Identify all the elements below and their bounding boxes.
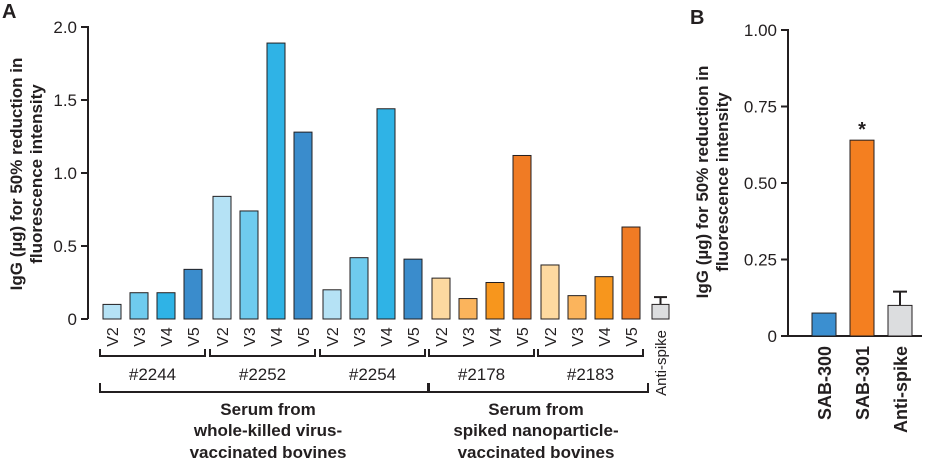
panel-b-y-tick-label: 0: [768, 327, 777, 346]
group-bracket: [428, 349, 535, 357]
x-label-v2: V2: [434, 327, 451, 347]
panel-a-x-labels: V2 V3 V4 V5 V2 V3 V4 V5 V2 V3 V4 V5 V2 V3 V4 V5 V2 V3 V4 V5…: [105, 327, 670, 396]
group-bracket: [99, 349, 206, 357]
significance-star: *: [858, 119, 866, 141]
panel-b-y-tick-label: 0.25: [744, 251, 777, 270]
supergroup-2-line3: vaccinated bovines: [458, 443, 615, 462]
bar-2254-v2: [322, 289, 342, 320]
x-label-sab-300: SAB-300: [815, 346, 835, 420]
bar-2178-v4: [485, 282, 505, 320]
group-bracket: [537, 349, 644, 357]
panel-a-label: A: [2, 1, 16, 23]
panel-b-label: B: [690, 7, 704, 29]
bar-2178-v2: [431, 277, 451, 320]
supergroup-2-line1: Serum from: [488, 400, 583, 419]
bar-2244-v2: [102, 303, 122, 320]
x-label-v3: V3: [461, 327, 478, 347]
bar-2244-v3: [129, 292, 149, 320]
supergroup-2-line2: spiked nanoparticle-: [453, 421, 618, 440]
panel-b-y-tick-label: 0.50: [744, 174, 777, 193]
panel-b-bars: *: [811, 119, 913, 337]
x-label-v2: V2: [325, 327, 342, 347]
panel-b-x-labels: SAB-300 SAB-301 Anti-spike: [815, 346, 911, 433]
x-label-v4: V4: [597, 327, 614, 347]
bar-2183-v2: [540, 264, 560, 320]
x-label-v3: V3: [570, 327, 587, 347]
panel-a-bars: [102, 42, 670, 320]
bar-2252-v3: [239, 210, 259, 320]
x-label-v5: V5: [515, 327, 532, 347]
panel-b-y-tick-label: 1.00: [744, 21, 777, 40]
bar-sab-301: [849, 139, 875, 337]
bar-2254-v4: [376, 108, 396, 320]
panel-a-y-tick-label: 0.5: [53, 237, 77, 256]
x-label-v4: V4: [159, 327, 176, 347]
panel-a-y-tick-label: 0: [68, 310, 77, 329]
x-label-v4: V4: [488, 327, 505, 347]
bar-2244-v4: [156, 292, 176, 320]
bar-2183-v3: [567, 295, 587, 320]
x-label-v5: V5: [296, 327, 313, 347]
supergroup-bracket-1: [99, 383, 429, 393]
x-label-sab-301: SAB-301: [853, 346, 873, 420]
bar-2252-v5: [293, 131, 313, 320]
x-label-v4: V4: [379, 327, 396, 347]
panel-a-y-tick-label: 1.0: [53, 164, 77, 183]
panel-b-y-tick-label: 0.75: [744, 98, 777, 117]
x-label-v2: V2: [543, 327, 560, 347]
x-label-v3: V3: [242, 327, 259, 347]
x-label-anti-spike: Anti-spike: [653, 330, 670, 396]
x-label-v3: V3: [352, 327, 369, 347]
x-label-v5: V5: [624, 327, 641, 347]
bar-2252-v4: [266, 42, 286, 320]
group-label: #2254: [349, 365, 396, 384]
bar-2183-v5: [621, 226, 641, 320]
supergroup-1-line1: Serum from: [220, 400, 315, 419]
panel-a-y-tick-label: 1.5: [53, 91, 77, 110]
x-label-v2: V2: [215, 327, 232, 347]
panel-a-y-axis: 0 0.5 1.0 1.5 2.0: [53, 18, 89, 329]
panel-a-ylabel-line1: IgG (µg) for 50% reduction in: [7, 58, 26, 291]
group-bracket: [209, 349, 316, 357]
x-label-anti-spike: Anti-spike: [891, 346, 911, 433]
panel-a-y-tick-label: 2.0: [53, 18, 77, 37]
group-label: #2183: [567, 365, 614, 384]
panel-b-ylabel-line1: IgG (µg) for 50% reduction in: [693, 66, 712, 299]
supergroup-bracket-2: [428, 383, 649, 393]
bar-2183-v4: [594, 276, 614, 320]
group-bracket: [319, 349, 426, 357]
bar-2244-v5: [183, 268, 203, 320]
group-label: #2252: [239, 365, 286, 384]
x-label-v2: V2: [105, 327, 122, 347]
bar-2178-v5: [512, 154, 532, 320]
panel-a-ylabel-line2: fluorescence intensity: [27, 84, 46, 264]
x-label-v4: V4: [269, 327, 286, 347]
panel-b-ylabel-line2: fluorescence intensity: [713, 92, 732, 272]
bar-2254-v3: [349, 257, 369, 320]
panel-a-group-brackets: #2244 #2252 #2254 #2178 #2183: [99, 349, 649, 393]
bar-2254-v5: [403, 258, 423, 320]
bar-2252-v2: [212, 195, 232, 320]
panel-b-y-axis: 0 0.25 0.50 0.75 1.00: [744, 21, 922, 346]
supergroup-1-line2: whole-killed virus-: [193, 421, 342, 440]
bar-anti-spike: [887, 304, 913, 337]
bar-sab-300: [811, 312, 837, 337]
supergroup-1-line3: vaccinated bovines: [190, 443, 347, 462]
group-label: #2178: [458, 365, 505, 384]
bar-2178-v3: [458, 298, 478, 320]
group-label: #2244: [129, 365, 176, 384]
x-label-v5: V5: [406, 327, 423, 347]
x-label-v3: V3: [132, 327, 149, 347]
bar-control-anti-spike: [651, 303, 670, 320]
x-label-v5: V5: [186, 327, 203, 347]
